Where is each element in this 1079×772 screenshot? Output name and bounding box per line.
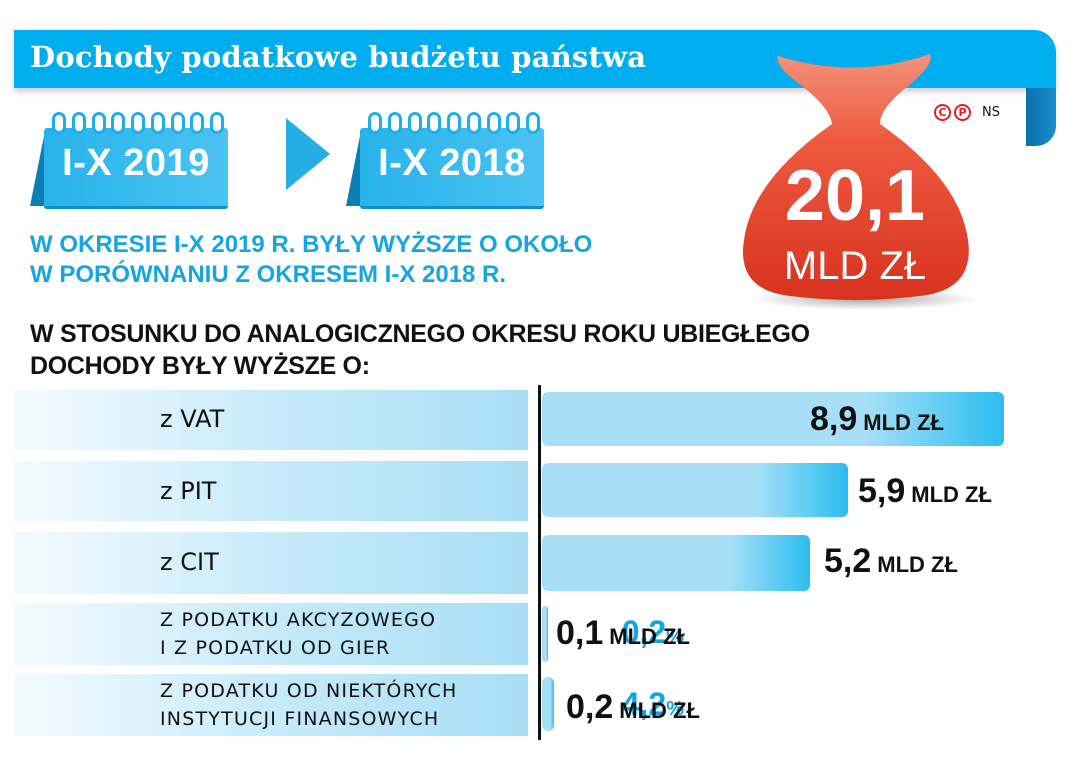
money-bag: 20,1 MLD ZŁ bbox=[730, 40, 980, 310]
chart-axis bbox=[538, 385, 541, 740]
value-unit: MLD ZŁ bbox=[609, 624, 690, 649]
bar-excise bbox=[542, 606, 548, 662]
calendar-rings bbox=[52, 112, 224, 134]
ring-icon bbox=[407, 112, 422, 134]
calendar-previous: I-X 2018 bbox=[346, 112, 546, 209]
page-title: Dochody podatkowe budżetu państwa bbox=[30, 40, 647, 74]
value-unit: MLD ZŁ bbox=[863, 410, 944, 435]
value-number: 0,2 bbox=[566, 688, 614, 726]
row-value: 0,2 MLD ZŁ bbox=[566, 688, 700, 727]
copyright-mark: C P NS bbox=[934, 104, 1000, 121]
row-label-band bbox=[14, 461, 528, 521]
section-heading: W stosunku do analogicznego okresu roku … bbox=[30, 318, 810, 382]
total-value: 20,1 bbox=[784, 156, 926, 236]
ring-icon bbox=[111, 112, 126, 134]
bar-cit bbox=[542, 535, 810, 591]
value-number: 5,9 bbox=[858, 472, 906, 510]
money-bag-icon bbox=[742, 54, 969, 300]
total-unit: MLD ZŁ bbox=[783, 244, 927, 288]
bar-pit bbox=[542, 463, 848, 517]
ring-icon bbox=[210, 112, 224, 134]
arrow-right-icon bbox=[286, 118, 330, 190]
heading-line-2: dochody były wyższe o: bbox=[30, 352, 370, 380]
row-label-band bbox=[14, 532, 528, 594]
ribbon-fold bbox=[1026, 88, 1056, 146]
value-unit: MLD ZŁ bbox=[877, 552, 958, 577]
row-value: 0,1 MLD ZŁ bbox=[556, 614, 690, 653]
ring-icon bbox=[91, 112, 106, 134]
value-number: 8,9 bbox=[810, 400, 858, 438]
row-category: z PIT bbox=[160, 477, 217, 505]
ring-icon bbox=[131, 112, 145, 134]
bar-vat bbox=[542, 392, 1004, 446]
percent-value: 4,2 bbox=[621, 686, 667, 722]
row-category: z VAT bbox=[160, 405, 225, 433]
value-unit: MLD ZŁ bbox=[911, 482, 992, 507]
calendar-rings bbox=[368, 112, 540, 134]
row-label-band bbox=[14, 390, 528, 450]
row-category: z CIT bbox=[160, 548, 219, 576]
author-initials: NS bbox=[982, 105, 1000, 120]
row-percent: 0,2% bbox=[622, 614, 684, 651]
category-line-1: Z PODATKU AKCYZOWEGO bbox=[160, 609, 437, 631]
subtitle-line-2: w porównaniu z okresem I-X 2018 r. bbox=[30, 261, 507, 288]
row-percent: 4,2% bbox=[622, 686, 684, 723]
ring-icon bbox=[387, 112, 402, 134]
percent-sign: % bbox=[666, 698, 684, 720]
ring-icon bbox=[506, 112, 521, 134]
bar-financial bbox=[542, 677, 554, 731]
category-line-1: Z PODATKU OD NIEKTÓRYCH bbox=[160, 680, 458, 702]
percent-value: 0,2 bbox=[621, 614, 667, 650]
value-unit: MLD ZŁ bbox=[619, 698, 700, 723]
calendar-body bbox=[44, 128, 228, 209]
ring-icon bbox=[190, 112, 205, 134]
copyright-icon: C bbox=[934, 104, 951, 121]
row-value: 5,9 MLD ZŁ bbox=[858, 472, 992, 511]
ring-icon bbox=[71, 112, 86, 134]
value-number: 0,1 bbox=[556, 614, 604, 652]
category-line-2: INSTYTUCJI FINANSOWYCH bbox=[160, 708, 440, 730]
period-current: I-X 2019 bbox=[62, 142, 210, 184]
subtitle: W okresie I-X 2019 r. były wyższe o okoł… bbox=[30, 230, 592, 290]
ring-icon bbox=[447, 112, 461, 134]
period-previous: I-X 2018 bbox=[378, 142, 526, 184]
ring-icon bbox=[150, 112, 165, 134]
value-number: 5,2 bbox=[824, 542, 872, 580]
row-category: Z PODATKU OD NIEKTÓRYCH INSTYTUCJI FINANS… bbox=[160, 677, 458, 733]
ring-icon bbox=[368, 112, 382, 134]
row-value: 5,2 MLD ZŁ bbox=[824, 542, 958, 581]
row-category: Z PODATKU AKCYZOWEGO I Z PODATKU OD GIER bbox=[160, 606, 436, 662]
ring-icon bbox=[52, 112, 66, 134]
ring-icon bbox=[526, 112, 540, 134]
ring-icon bbox=[427, 112, 442, 134]
percent-sign: % bbox=[666, 626, 684, 648]
ring-icon bbox=[486, 112, 501, 134]
ring-icon bbox=[170, 112, 185, 134]
calendar-current: I-X 2019 bbox=[30, 112, 230, 209]
heading-line-1: W stosunku do analogicznego okresu roku … bbox=[30, 320, 810, 348]
calendar-body bbox=[360, 128, 544, 209]
ring-icon bbox=[466, 112, 481, 134]
row-label-band bbox=[14, 674, 528, 736]
category-line-2: I Z PODATKU OD GIER bbox=[160, 637, 391, 659]
row-label-band bbox=[14, 603, 528, 665]
subtitle-line-1: W okresie I-X 2019 r. były wyższe o okoł… bbox=[30, 231, 593, 258]
phonogram-icon: P bbox=[954, 104, 971, 121]
row-value: 8,9 MLD ZŁ bbox=[810, 400, 944, 439]
